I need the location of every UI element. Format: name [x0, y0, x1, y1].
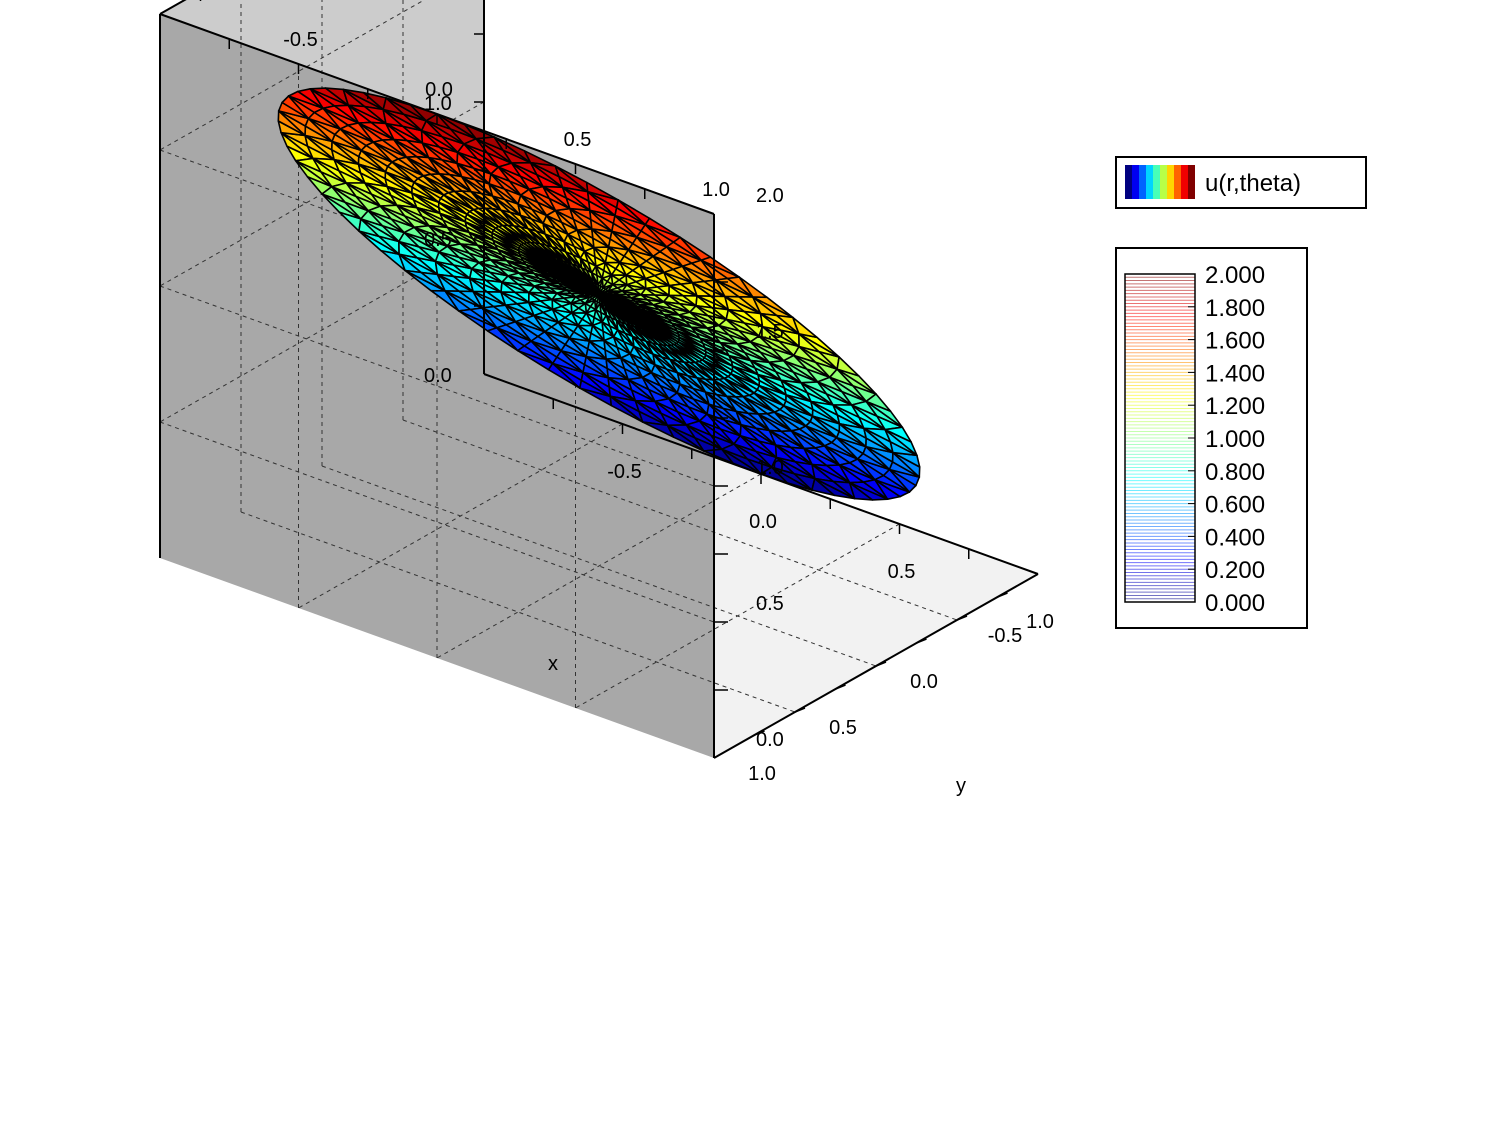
x-top-tick-label: -0.5 [283, 29, 317, 51]
legend-swatch-band [1181, 165, 1188, 199]
y-tick [835, 684, 846, 690]
back-wall-gridline [159, 421, 715, 623]
colorbar-lines [1125, 273, 1195, 603]
surface-facet [644, 217, 682, 239]
surface-facet [792, 316, 818, 339]
z-tick-label-right: 1.0 [756, 457, 784, 479]
x-top-tick-label: 0.0 [425, 79, 453, 101]
x-tick-label: 0.5 [888, 561, 916, 583]
y-axis-title: y [956, 775, 966, 797]
colorbar-label: 0.600 [1205, 492, 1265, 519]
colorbar-label: 1.000 [1205, 426, 1265, 453]
surface-facet [865, 393, 892, 413]
legend-swatch [1125, 165, 1195, 199]
x-axis-title: x [548, 653, 558, 675]
colorbar-label: 1.400 [1205, 360, 1265, 387]
legend-swatch-band [1160, 165, 1167, 199]
z-tick-label-left: 0.5 [424, 229, 452, 251]
y-tick-label: -0.5 [988, 625, 1022, 647]
back-wall-gridline [159, 285, 715, 487]
legend-swatch-band [1146, 165, 1153, 199]
surface-facet [700, 256, 741, 278]
colorbar-label: 1.600 [1205, 328, 1265, 355]
y-tick [794, 707, 806, 713]
z-tick-label-left: 1.0 [424, 93, 452, 115]
y-tick [875, 661, 887, 667]
legend-title: u(r,theta) [1205, 170, 1301, 197]
colorbar-label: 0.800 [1205, 459, 1265, 486]
legend-swatch-band [1139, 165, 1146, 199]
x-top-tick-label: 0.5 [564, 129, 592, 151]
x-tick-label: 0.0 [749, 511, 777, 533]
z-tick-label-left: 0.0 [424, 365, 452, 387]
colorbar-label: 2.000 [1205, 262, 1265, 289]
colorbar-labels: 2.000 1.800 1.600 1.400 1.200 1.000 0.800 0.600… [1188, 262, 1265, 617]
surface-facet [884, 426, 912, 443]
x-tick-label: 1.0 [1026, 611, 1054, 633]
surface-facet [585, 181, 620, 201]
y-tick-label: 1.0 [748, 763, 776, 785]
z-tick-label-right: 0.0 [756, 729, 784, 751]
legend-swatch-band [1174, 165, 1181, 199]
surface-mesh [277, 87, 921, 501]
legend-swatch-band [1167, 165, 1174, 199]
colorbar-label: 0.200 [1205, 557, 1265, 584]
floor-gridline [402, 419, 958, 621]
colorbar-box: 2.000 1.800 1.600 1.400 1.200 1.000 0.800 0.600… [1115, 247, 1308, 629]
z-tick-label-right: 2.0 [756, 185, 784, 207]
y-tick [916, 638, 927, 644]
axes [159, 0, 1039, 759]
colorbar-label: 0.400 [1205, 524, 1265, 551]
surface-facet [836, 356, 860, 377]
legend-title-box: u(r,theta) [1115, 156, 1367, 209]
legend-swatch-band [1132, 165, 1139, 199]
z-tick-label-right: 1.5 [756, 321, 784, 343]
z-tick-label-right: 0.5 [756, 593, 784, 615]
floor-gridline [240, 511, 796, 713]
x-tick-label: -0.5 [607, 461, 641, 483]
x-top-tick-label: 1.0 [702, 179, 730, 201]
colorbar-label: 0.000 [1205, 590, 1265, 617]
colorbar-label: 1.200 [1205, 393, 1265, 420]
tick-labels: -0.50.00.51.0-0.50.00.51.0-0.50.00.51.0-… [283, 29, 1054, 797]
floor-gridline [321, 465, 877, 667]
y-tick [956, 615, 968, 621]
floor-gridline [436, 473, 762, 659]
surface-facet [752, 296, 794, 319]
colorbar-label: 1.800 [1205, 295, 1265, 322]
legend-swatch-band [1125, 165, 1132, 199]
y-tick [754, 730, 765, 736]
y-tick-label: 0.0 [910, 671, 938, 693]
legend-swatch-band [1153, 165, 1160, 199]
y-tick [997, 592, 1008, 598]
floor-gridline [575, 523, 900, 709]
legend-swatch-band [1188, 165, 1195, 199]
y-tick-label: 0.5 [829, 717, 857, 739]
